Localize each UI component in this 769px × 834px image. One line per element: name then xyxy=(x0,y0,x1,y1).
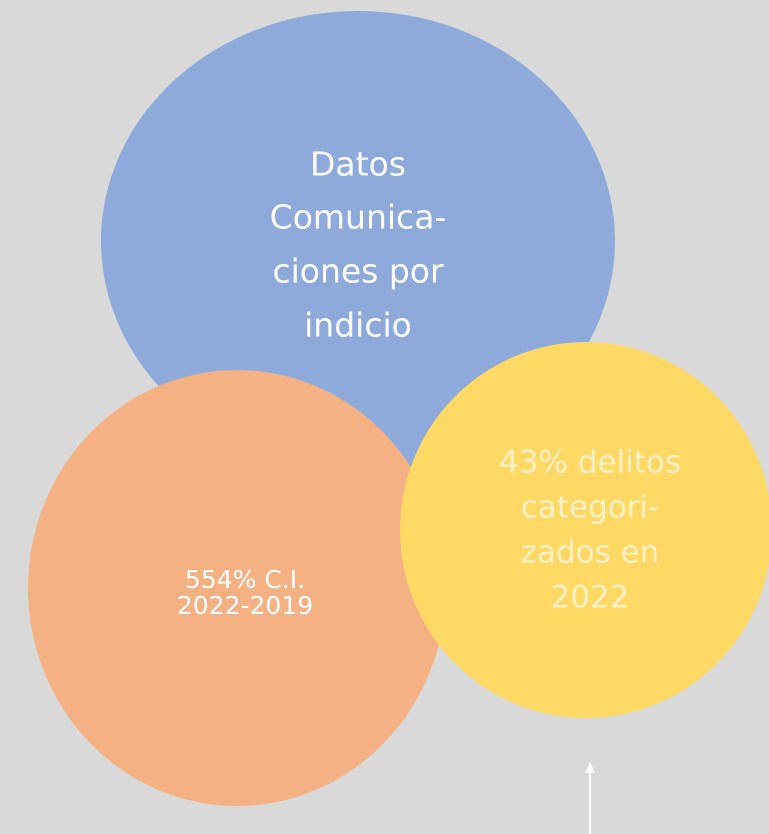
label-line: zados en xyxy=(521,535,660,571)
label-line: indicio xyxy=(304,306,412,345)
label-line: 2022 xyxy=(551,580,630,616)
orange-circle xyxy=(28,370,446,806)
yellow-label: 43% delitos categori- zados en 2022 xyxy=(499,445,681,616)
label-line: 2022-2019 xyxy=(177,591,313,620)
blue-circle xyxy=(101,11,615,471)
blue-label: Datos Comunica- ciones por indicio xyxy=(270,145,447,345)
orange-label: 554% C.I. 2022-2019 xyxy=(177,565,313,620)
label-line: ciones por xyxy=(272,252,444,291)
arrow xyxy=(585,762,595,834)
yellow-circle xyxy=(400,342,769,718)
label-line: Comunica- xyxy=(270,198,447,237)
label-line: Datos xyxy=(310,145,406,184)
label-line: categori- xyxy=(521,490,659,526)
label-line: 554% C.I. xyxy=(185,565,305,594)
label-line: 43% delitos xyxy=(499,445,681,481)
